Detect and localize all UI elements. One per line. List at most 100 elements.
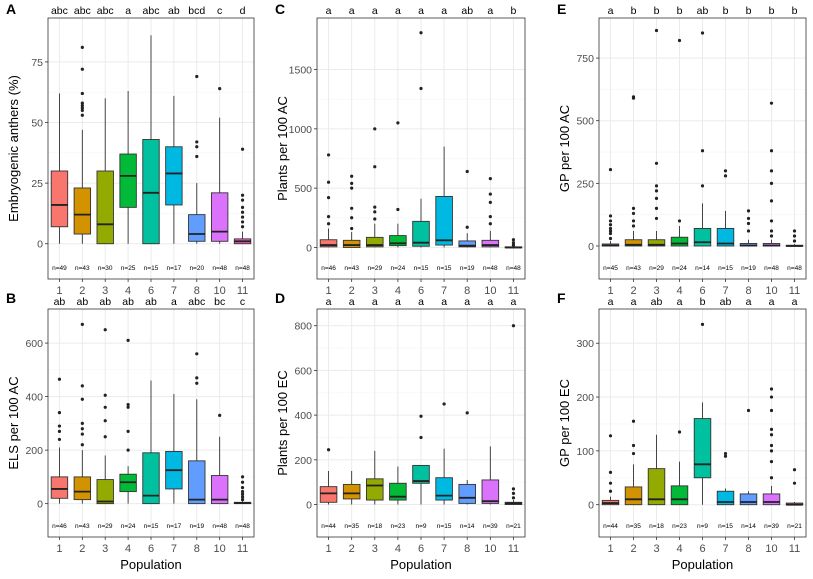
- outlier-point: [373, 206, 376, 209]
- outlier-point: [327, 196, 330, 199]
- panel-b: 020040060012346781011n=46abn=43abn=29abn…: [6, 290, 254, 572]
- outlier-point: [770, 449, 773, 452]
- outlier-point: [724, 169, 727, 172]
- outlier-point: [104, 394, 107, 397]
- x-tick-label: 10: [484, 543, 496, 555]
- outlier-point: [724, 452, 727, 455]
- outlier-point: [770, 229, 773, 232]
- x-tick-label: 11: [789, 543, 800, 555]
- outlier-point: [241, 220, 244, 223]
- x-tick-label: 10: [765, 543, 777, 555]
- sample-size-label: n=29: [649, 265, 664, 272]
- sample-size-label: n=43: [344, 265, 359, 272]
- outlier-point: [466, 170, 469, 173]
- x-axis-label: Population: [120, 557, 181, 572]
- sample-size-label: n=14: [460, 523, 475, 530]
- significance-letter: a: [441, 296, 447, 308]
- significance-letter: ab: [54, 296, 66, 308]
- outlier-point: [241, 475, 244, 478]
- x-tick-label: 1: [607, 543, 613, 555]
- y-axis-label: GP per 100 EC: [557, 379, 572, 467]
- outlier-point: [419, 436, 422, 439]
- y-axis-label: GP per 100 AC: [557, 105, 572, 192]
- outlier-point: [632, 95, 635, 98]
- y-tick-label: 750: [576, 53, 594, 65]
- outlier-point: [127, 339, 130, 342]
- significance-letter: ab: [122, 296, 134, 308]
- outlier-point: [327, 215, 330, 218]
- box-iqr: [740, 494, 757, 505]
- sample-size-label: n=9: [697, 523, 708, 530]
- sample-size-label: n=46: [321, 265, 336, 272]
- sample-size-label: n=23: [672, 523, 687, 530]
- sample-size-label: n=15: [718, 265, 733, 272]
- y-tick-label: 0: [306, 242, 312, 254]
- significance-letter: abc: [74, 5, 91, 17]
- significance-letter: ab: [651, 296, 663, 308]
- sample-size-label: n=21: [787, 523, 802, 530]
- box-6: n=15abc: [143, 5, 160, 272]
- outlier-point: [127, 449, 130, 452]
- outlier-point: [793, 229, 796, 232]
- y-axis-label: Plants per 100 AC: [275, 96, 290, 201]
- outlier-point: [58, 424, 61, 427]
- x-tick-label: 7: [441, 543, 447, 555]
- significance-letter: a: [326, 5, 332, 17]
- outlier-point: [195, 140, 198, 143]
- outlier-point: [104, 435, 107, 438]
- outlier-point: [241, 194, 244, 197]
- x-tick-label: 4: [395, 543, 401, 555]
- panel-d: 020040060080012346781011n=44an=35an=18an…: [275, 290, 525, 572]
- y-tick-label: 400: [25, 392, 43, 404]
- panel-c: 05001000150012346781011n=46an=43an=29an=…: [275, 1, 525, 297]
- y-tick-label: 500: [576, 116, 594, 128]
- sample-size-label: n=24: [121, 523, 136, 530]
- outlier-point: [373, 165, 376, 168]
- box-iqr: [343, 484, 360, 499]
- y-tick-label: 250: [576, 178, 594, 190]
- outlier-point: [632, 420, 635, 423]
- outlier-point: [195, 352, 198, 355]
- sample-size-label: n=15: [144, 265, 159, 272]
- significance-letter: a: [608, 296, 614, 308]
- y-tick-label: 400: [294, 410, 312, 422]
- y-tick-label: 50: [31, 118, 43, 130]
- significance-letter: a: [349, 5, 355, 17]
- y-tick-label: 200: [576, 392, 594, 404]
- outlier-point: [81, 443, 84, 446]
- box-iqr: [51, 171, 67, 227]
- significance-letter: a: [418, 296, 424, 308]
- panel-letter: B: [6, 290, 16, 306]
- outlier-point: [655, 189, 658, 192]
- outlier-point: [770, 428, 773, 431]
- box-iqr: [694, 228, 711, 246]
- outlier-point: [489, 215, 492, 218]
- sample-size-label: n=39: [483, 523, 498, 530]
- box-iqr: [625, 487, 642, 505]
- x-tick-label: 7: [722, 543, 728, 555]
- outlier-point: [241, 211, 244, 214]
- outlier-point: [81, 432, 84, 435]
- sample-size-label: n=48: [506, 265, 521, 272]
- y-tick-label: 500: [294, 183, 312, 195]
- outlier-point: [58, 378, 61, 381]
- outlier-point: [512, 324, 515, 327]
- y-tick-label: 200: [294, 455, 312, 467]
- sample-size-label: n=44: [603, 523, 618, 530]
- sample-size-label: n=24: [391, 265, 406, 272]
- outlier-point: [81, 427, 84, 430]
- outlier-point: [350, 207, 353, 210]
- box-iqr: [343, 240, 360, 247]
- outlier-point: [466, 411, 469, 414]
- sample-size-label: n=35: [626, 523, 641, 530]
- x-tick-label: 3: [372, 543, 378, 555]
- sample-size-label: n=14: [741, 523, 756, 530]
- box-iqr: [97, 171, 113, 244]
- box-iqr: [763, 494, 780, 505]
- box-iqr: [211, 193, 227, 241]
- outlier-point: [241, 225, 244, 228]
- outlier-point: [747, 229, 750, 232]
- box-iqr: [436, 478, 453, 500]
- significance-letter: a: [487, 5, 493, 17]
- x-tick-label: 11: [508, 543, 519, 555]
